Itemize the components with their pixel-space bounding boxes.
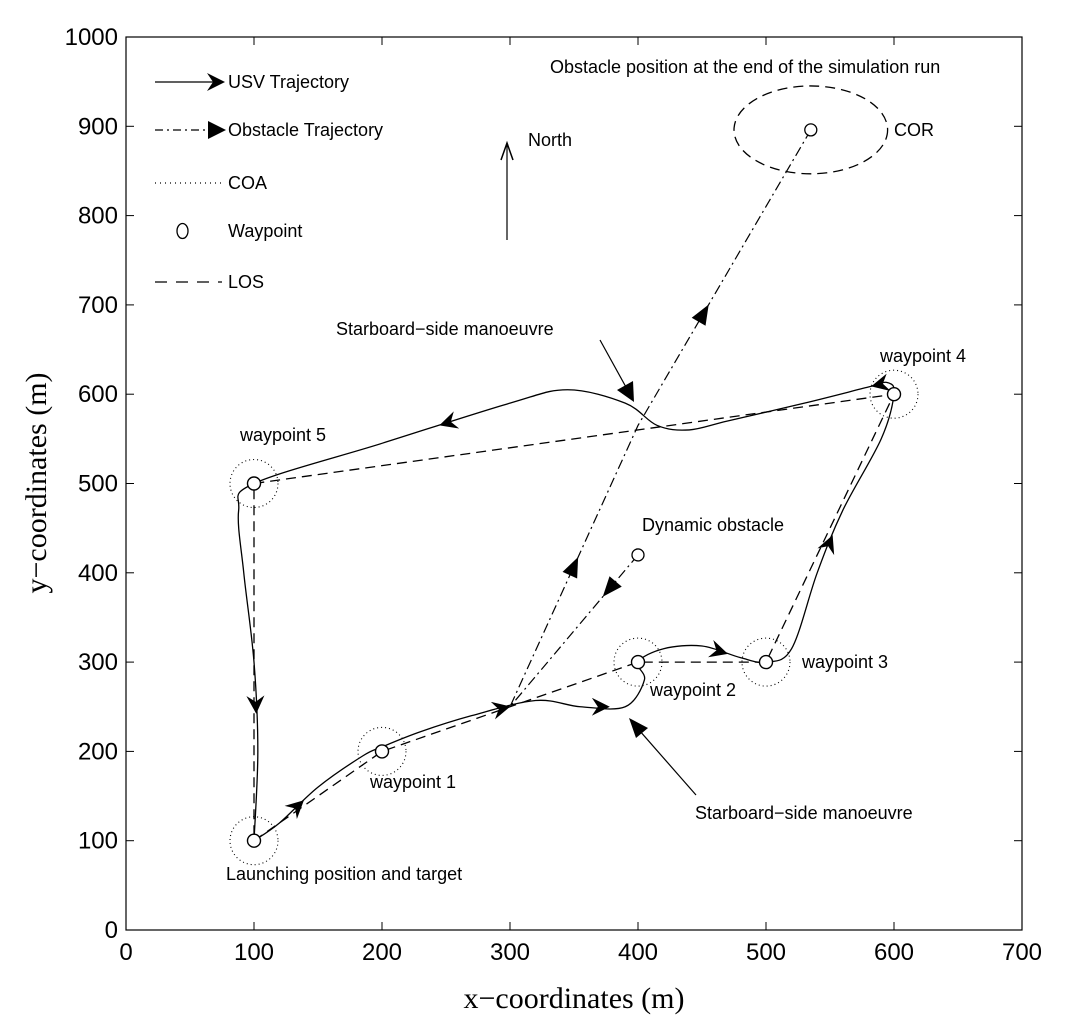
legend-circle-icon: [176, 222, 189, 240]
annotation-waypoint-2: waypoint 2: [649, 680, 736, 700]
obstacle-direction-triangle: [602, 576, 622, 597]
y-tick-label: 900: [78, 113, 118, 140]
obstacle-direction-triangle: [691, 304, 709, 326]
x-tick-label: 300: [490, 939, 530, 966]
annotation-obstacle-end: Obstacle position at the end of the simu…: [550, 57, 940, 77]
coa-circle: [229, 458, 279, 509]
annotation-starboard-lower: Starboard−side manoeuvre: [695, 803, 913, 823]
x-tick-label: 100: [234, 939, 274, 966]
coa-circle: [357, 726, 407, 776]
north-label: North: [528, 130, 572, 150]
coa-circle: [869, 369, 919, 419]
marks-layer: [229, 85, 919, 866]
obstacle-direction-triangle: [562, 557, 579, 579]
annotation-cor: COR: [894, 120, 934, 140]
usv-trajectory-line: [237, 381, 895, 842]
x-tick-label: 400: [618, 939, 658, 966]
usv-direction-arrow: [708, 640, 728, 658]
annotation-waypoint-1: waypoint 1: [369, 772, 456, 792]
waypoint-marker: [246, 833, 262, 848]
coa-circle: [229, 816, 279, 866]
coa-circle: [613, 637, 663, 687]
y-tick-label: 1000: [65, 24, 118, 51]
north-indicator: North: [500, 130, 572, 240]
obstacle-marker: [804, 123, 818, 137]
legend: USV Trajectory Obstacle Trajectory COA Wayp…: [155, 72, 383, 292]
series-layer: [237, 129, 896, 842]
y-tick-label: 800: [78, 203, 118, 230]
y-axis: 0 100 200 300 400 500 600 700 800 900 1000: [65, 24, 1022, 944]
los-line: [253, 393, 896, 842]
x-tick-label: 0: [119, 939, 132, 966]
y-tick-label: 500: [78, 471, 118, 498]
y-tick-label: 600: [78, 381, 118, 408]
cor-ellipse: [733, 85, 889, 175]
x-axis-title: x−coordinates (m): [463, 982, 684, 1015]
legend-label: COA: [228, 173, 267, 193]
y-tick-label: 100: [78, 828, 118, 855]
y-tick-label: 400: [78, 560, 118, 587]
x-tick-label: 500: [746, 939, 786, 966]
usv-direction-arrow: [439, 411, 460, 429]
x-tick-label: 200: [362, 939, 402, 966]
y-tick-label: 0: [105, 917, 118, 944]
annotation-dynamic-obstacle: Dynamic obstacle: [642, 515, 784, 535]
usv-direction-arrow: [871, 373, 891, 392]
waypoint-marker: [374, 744, 390, 759]
x-tick-label: 700: [1002, 939, 1042, 966]
y-axis-title: y−coordinates (m): [20, 372, 53, 593]
pointer-arrowhead-upper-icon: [617, 381, 634, 402]
annotation-waypoint-4: waypoint 4: [879, 346, 966, 366]
legend-label: USV Trajectory: [228, 72, 349, 92]
x-axis: 0 100 200 300 400 500 600 700: [119, 37, 1042, 966]
legend-label: LOS: [228, 272, 264, 292]
pointer-arrow-lower: [631, 721, 697, 796]
usv-direction-arrow: [490, 701, 511, 720]
y-tick-label: 300: [78, 649, 118, 676]
waypoint-marker: [886, 387, 902, 402]
x-tick-label: 600: [874, 939, 914, 966]
obstacle-marker: [631, 548, 645, 562]
legend-label: Obstacle Trajectory: [228, 120, 383, 140]
annotation-starboard-upper: Starboard−side manoeuvre: [336, 319, 554, 339]
coa-circle: [741, 637, 791, 687]
annotation-waypoint-5: waypoint 5: [239, 425, 326, 445]
annotation-waypoint-3: waypoint 3: [801, 652, 888, 672]
waypoint-marker: [758, 654, 774, 670]
legend-item: LOS: [155, 272, 264, 292]
obstacle-trajectory-line: [509, 129, 812, 708]
usv-direction-arrow: [284, 800, 304, 820]
legend-item: Waypoint: [176, 221, 302, 241]
legend-item: USV Trajectory: [155, 72, 349, 92]
waypoint-marker: [630, 654, 646, 670]
waypoint-marker: [246, 476, 262, 491]
legend-label: Waypoint: [228, 221, 302, 241]
annotation-launch: Launching position and target: [226, 864, 462, 884]
legend-item: COA: [155, 173, 267, 193]
legend-triangle-icon: [208, 121, 226, 139]
y-tick-label: 200: [78, 738, 118, 765]
legend-item: Obstacle Trajectory: [155, 120, 383, 140]
pointer-arrowhead-lower-icon: [629, 718, 648, 738]
usv-direction-arrow: [817, 535, 835, 556]
north-arrowhead-icon: [500, 140, 514, 161]
y-tick-label: 700: [78, 292, 118, 319]
